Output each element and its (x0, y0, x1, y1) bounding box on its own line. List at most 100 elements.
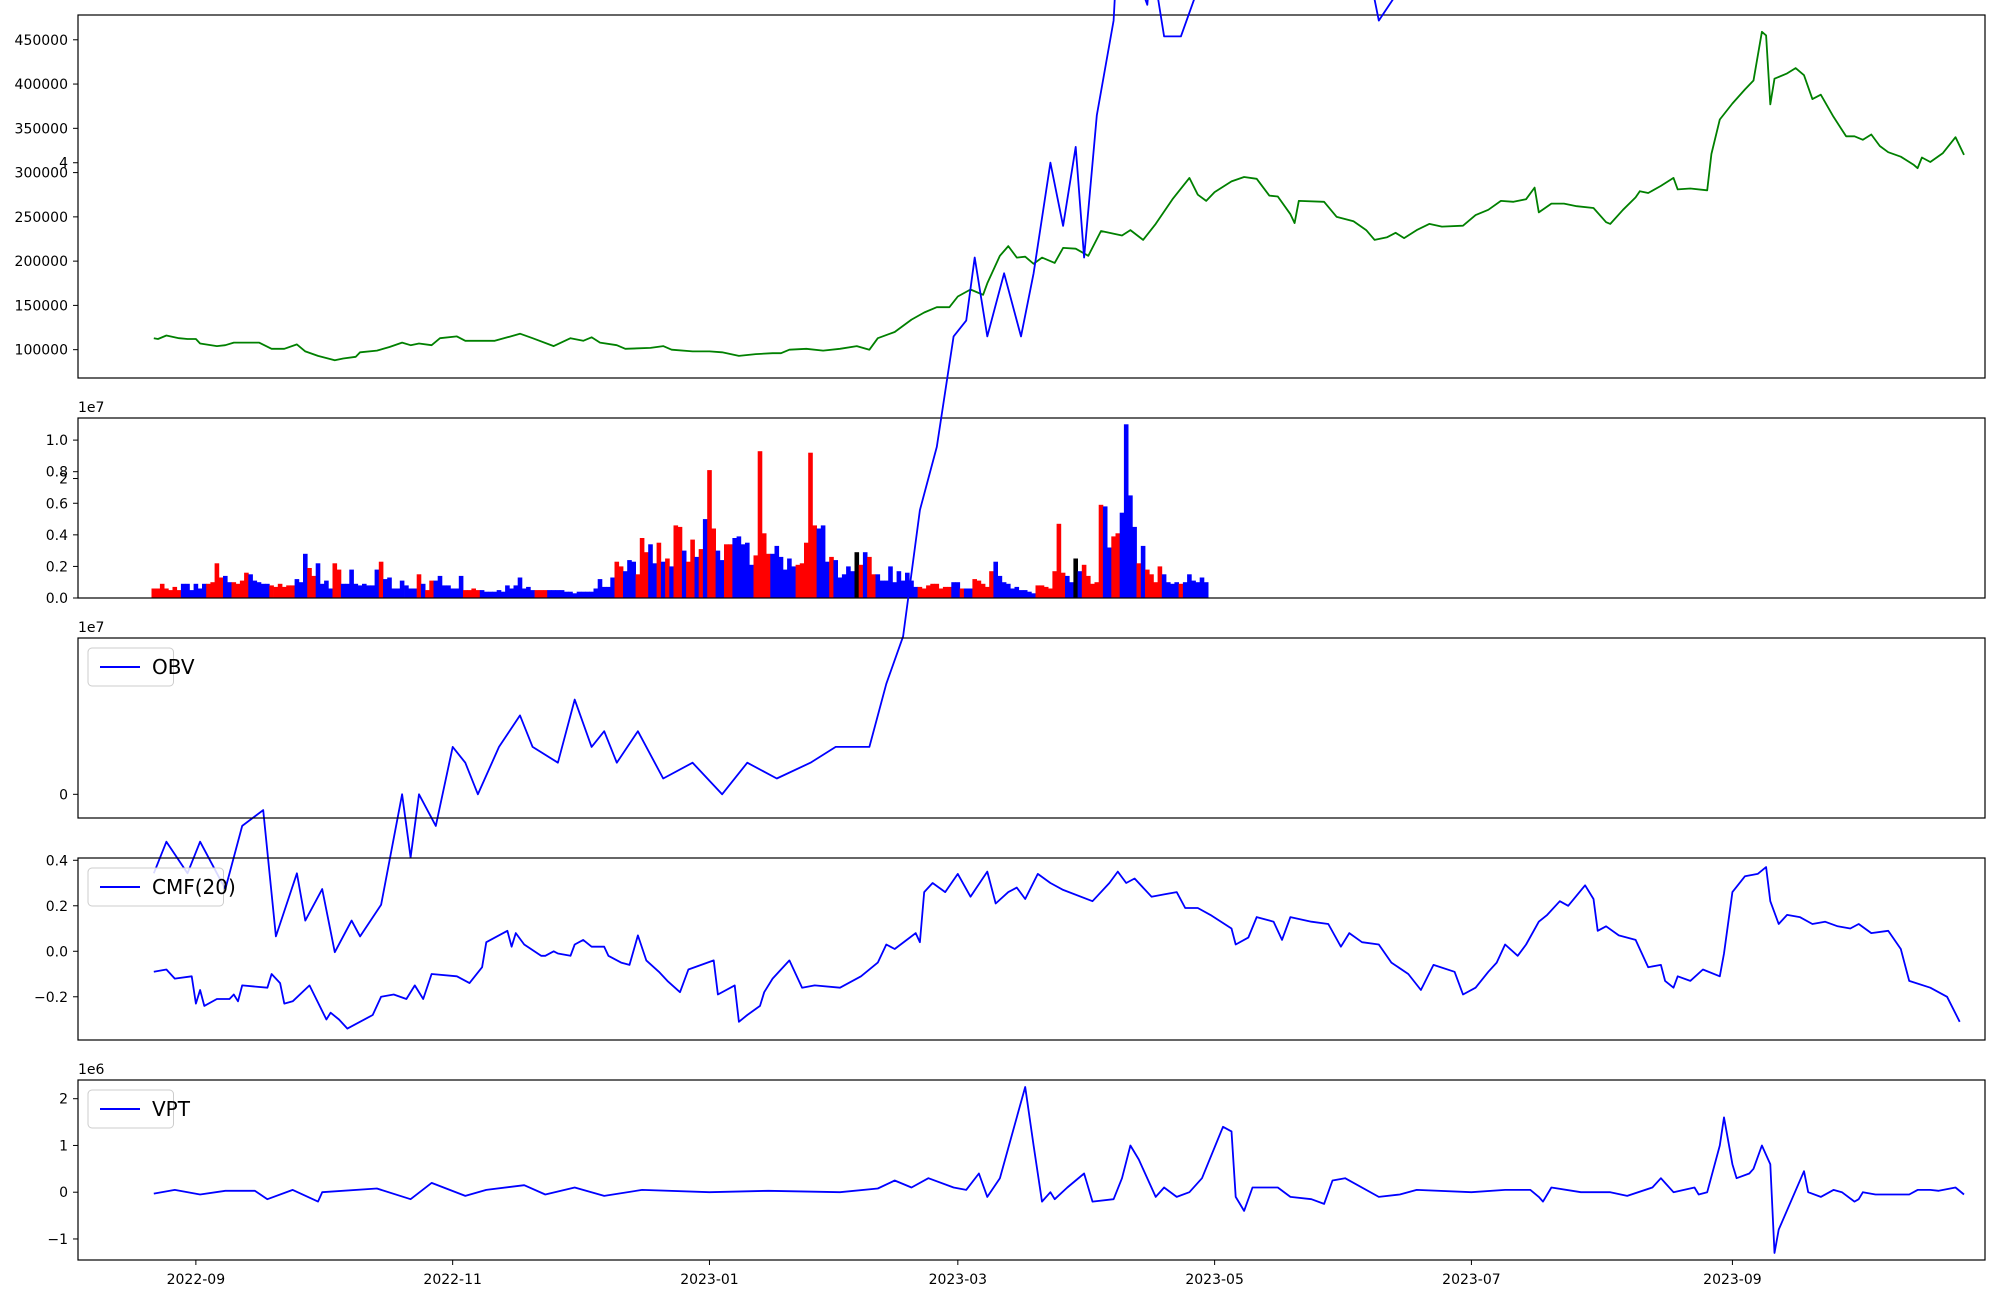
y-tick-label: 0.0 (46, 944, 68, 960)
volume-bar (521, 588, 527, 598)
x-tick-label: 2022-11 (423, 1272, 482, 1288)
volume-bar (227, 582, 232, 598)
volume-bar (761, 533, 767, 598)
volume-bar (707, 470, 712, 598)
volume-bar (585, 591, 590, 598)
volume-bar (1145, 569, 1150, 598)
volume-bar (387, 577, 392, 598)
volume-bar (694, 556, 700, 598)
axes-frame (77, 14, 1986, 379)
volume-bar (362, 583, 367, 598)
volume-bar (774, 545, 780, 598)
volume-bar (597, 579, 603, 598)
volume-bar (303, 553, 308, 598)
volume-bar (488, 591, 493, 598)
volume-bar (446, 585, 451, 598)
volume-bar (804, 542, 809, 598)
axis-offset-label: 1e7 (78, 400, 104, 416)
volume-bar (905, 572, 910, 598)
volume-bar (307, 568, 312, 598)
volume-bar (500, 591, 506, 598)
volume-bar (942, 586, 948, 598)
volume-bar (172, 586, 178, 598)
legend: VPT (87, 1089, 191, 1129)
volume-bar (420, 583, 426, 598)
volume-bar (391, 588, 396, 598)
y-tick-label: 0.8 (46, 465, 68, 481)
volume-bar (471, 588, 476, 598)
volume-bar (290, 585, 295, 598)
y-tick-label: 300000 (15, 166, 68, 182)
volume-bar (808, 452, 813, 598)
volume-bar (1132, 526, 1137, 598)
volume-bar (366, 585, 371, 598)
volume-bar (766, 553, 771, 598)
volume-bar (269, 585, 274, 598)
volume-bar (286, 585, 291, 598)
legend: OBV (87, 647, 195, 687)
volume-bar (324, 580, 329, 598)
volume-bar (564, 591, 569, 598)
volume-bar (437, 575, 443, 598)
volume-bar (1111, 536, 1116, 598)
volume-bar (850, 571, 855, 598)
volume-bar (732, 538, 737, 598)
volume-bar (639, 538, 645, 598)
volume-bar (656, 542, 662, 598)
volume-bar (1056, 523, 1062, 598)
volume-bar (963, 588, 969, 598)
volume-bar (955, 582, 961, 598)
volume-bar (1178, 583, 1184, 598)
volume-bar (1048, 588, 1053, 598)
volume-bar (282, 586, 287, 598)
volume-bar (463, 590, 468, 598)
volume-bar (1182, 582, 1188, 598)
volume-bar (332, 563, 338, 598)
volume-bar (256, 582, 262, 598)
volume-bar (559, 590, 565, 598)
volume-bar (526, 586, 531, 598)
volume-bar (248, 574, 253, 598)
volume-bar (892, 582, 897, 598)
volume-bar (841, 574, 847, 598)
volume-bar (551, 590, 556, 598)
volume-bar (753, 555, 759, 598)
volume-bar (1115, 533, 1121, 598)
panel-4: −0.2 0.0 0.2 0.4 CMF(20) (34, 853, 1986, 1041)
x-tick-label: 2023-09 (1703, 1272, 1762, 1288)
volume-bar (947, 586, 952, 598)
y-tick-label: 1.0 (46, 433, 68, 449)
volume-bar (930, 583, 935, 598)
y-tick-label: −0.2 (34, 990, 68, 1006)
volume-bar (273, 586, 279, 598)
volume-bar (399, 580, 405, 598)
volume-bar (568, 591, 573, 598)
legend-frame (87, 867, 224, 907)
volume-bar (715, 550, 721, 598)
volume-bar (1170, 583, 1175, 598)
x-tick-label: 2023-05 (1185, 1272, 1244, 1288)
volume-bar (1094, 582, 1100, 598)
volume-bar (239, 580, 245, 598)
x-tick-label: 2023-07 (1442, 1272, 1501, 1288)
volume-bar (298, 582, 304, 598)
y-tick-label: 0 (59, 1185, 68, 1201)
volume-bar (214, 563, 220, 598)
volume-bar (1081, 564, 1087, 598)
volume-bar (1107, 547, 1112, 598)
volume-bar (1035, 585, 1041, 598)
volume-bar (976, 580, 982, 598)
volume-bar (867, 556, 872, 598)
volume-bar (429, 580, 434, 598)
volume-bar (917, 586, 923, 598)
volume-bar (934, 583, 940, 598)
volume-bar (496, 590, 502, 598)
volume-bar (702, 519, 708, 598)
volume-bar (547, 590, 552, 598)
volume-bar (1043, 586, 1049, 598)
volume-bar (193, 583, 199, 598)
volume-bar (206, 583, 211, 598)
y-tick-label: 0.0 (46, 591, 68, 607)
volume-bar (770, 553, 775, 598)
volume-bar (879, 580, 885, 598)
